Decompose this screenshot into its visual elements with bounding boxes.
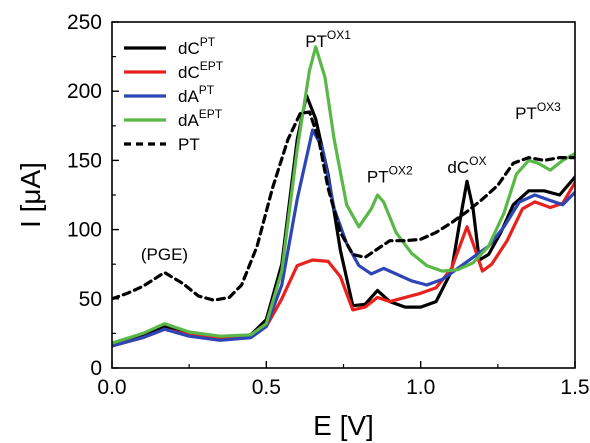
series-line-da-ept <box>112 45 575 345</box>
legend-label: dCEPT <box>178 59 224 82</box>
y-tick-label: 250 <box>67 11 102 34</box>
axis-ticks: 0.0 0.5 1.0 1.5 0 50 100 150 200 250 <box>67 11 590 399</box>
series-layer <box>112 45 575 348</box>
y-tick-label: 200 <box>67 80 102 103</box>
series-line-da-pt <box>112 128 575 348</box>
y-tick-label: 150 <box>67 149 102 172</box>
x-tick-label: 1.0 <box>406 376 435 399</box>
x-tick-label: 1.5 <box>560 376 589 399</box>
y-tick-label: 50 <box>79 288 102 311</box>
peak-annotation: PTOX2 <box>367 164 413 187</box>
peak-annotation: PTOX1 <box>305 28 351 51</box>
x-axis-title: E [V] <box>313 410 374 441</box>
legend-label: PT <box>178 135 200 154</box>
legend-label: dAPT <box>178 83 215 106</box>
peak-annotation: (PGE) <box>141 245 188 264</box>
legend-label: dCPT <box>178 35 216 58</box>
y-axis-title: I [μA] <box>15 162 46 228</box>
series-line-pt <box>112 110 575 302</box>
peak-annotation: PTOX3 <box>515 100 561 123</box>
legend-label: dAEPT <box>178 107 223 130</box>
y-tick-label: 0 <box>90 357 102 380</box>
peak-annotation: dCOX <box>447 154 486 177</box>
x-tick-label: 0.0 <box>97 376 126 399</box>
series-line-dc-pt <box>112 93 575 345</box>
x-tick-label: 0.5 <box>252 376 281 399</box>
y-tick-label: 100 <box>67 219 102 242</box>
annotations: (PGE) PTOX1 PTOX2 dCOX PTOX3 <box>141 28 561 264</box>
